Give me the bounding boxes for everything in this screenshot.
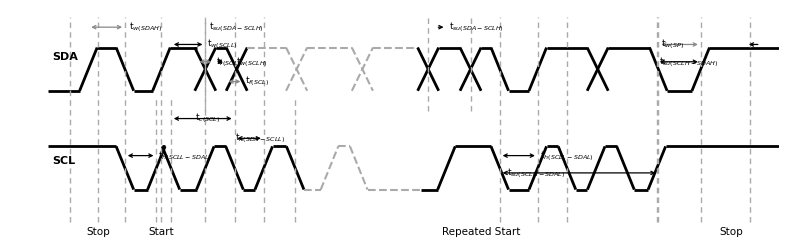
- Text: Start: Start: [148, 227, 174, 237]
- Text: t$_{r(SCL)}$: t$_{r(SCL)}$: [215, 55, 240, 69]
- Text: t$_{c(SCL)}$: t$_{c(SCL)}$: [195, 112, 221, 125]
- Text: SCL: SCL: [52, 156, 75, 165]
- Text: t$_{su(SCLH-SDAH)}$: t$_{su(SCLH-SDAH)}$: [658, 55, 718, 69]
- Text: t$_{h(SCLL-SDAL)}$: t$_{h(SCLL-SDAL)}$: [157, 149, 212, 163]
- Text: t$_{w(SP)}$: t$_{w(SP)}$: [660, 38, 683, 51]
- Text: t$_{f(SCL)}$: t$_{f(SCL)}$: [245, 75, 269, 88]
- Text: t$_{w(SDAH)}$: t$_{w(SDAH)}$: [128, 20, 161, 34]
- Text: t$_{su(SDA-SCLH)}$: t$_{su(SDA-SCLH)}$: [209, 20, 264, 34]
- Text: t$_{h(SCLL-SDAL)}$: t$_{h(SCLL-SDAL)}$: [539, 149, 593, 163]
- Text: t$_{h(SDA-SCLL)}$: t$_{h(SDA-SCLL)}$: [234, 131, 285, 145]
- Text: t$_{w(SCLL)}$: t$_{w(SCLL)}$: [207, 38, 238, 51]
- Text: SDA: SDA: [52, 52, 78, 62]
- Text: t$_{w(SCLH)}$: t$_{w(SCLH)}$: [236, 55, 268, 69]
- Text: t$_{su(SDA-SCLH)}$: t$_{su(SDA-SCLH)}$: [448, 20, 503, 34]
- Text: Repeated Start: Repeated Start: [442, 227, 520, 237]
- Text: Stop: Stop: [86, 227, 110, 237]
- Text: Stop: Stop: [719, 227, 743, 237]
- Text: t$_{su(SCLH-SDAL)}$: t$_{su(SCLH-SDAL)}$: [506, 166, 565, 180]
